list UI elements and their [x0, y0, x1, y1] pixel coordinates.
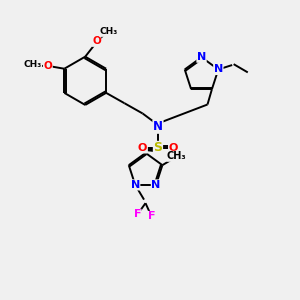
Text: CH₃: CH₃ — [23, 60, 42, 69]
Text: N: N — [151, 180, 160, 190]
Text: CH₃: CH₃ — [100, 27, 118, 36]
Text: CH₃: CH₃ — [167, 151, 186, 161]
Text: O: O — [92, 36, 101, 46]
Text: O: O — [169, 143, 178, 153]
Text: F: F — [148, 212, 156, 221]
Text: S: S — [154, 141, 163, 154]
Text: N: N — [130, 180, 140, 190]
Text: F: F — [134, 209, 141, 219]
Text: O: O — [44, 61, 52, 71]
Text: N: N — [214, 64, 223, 74]
Text: O: O — [138, 143, 147, 153]
Text: N: N — [197, 52, 206, 62]
Text: N: N — [153, 120, 163, 133]
